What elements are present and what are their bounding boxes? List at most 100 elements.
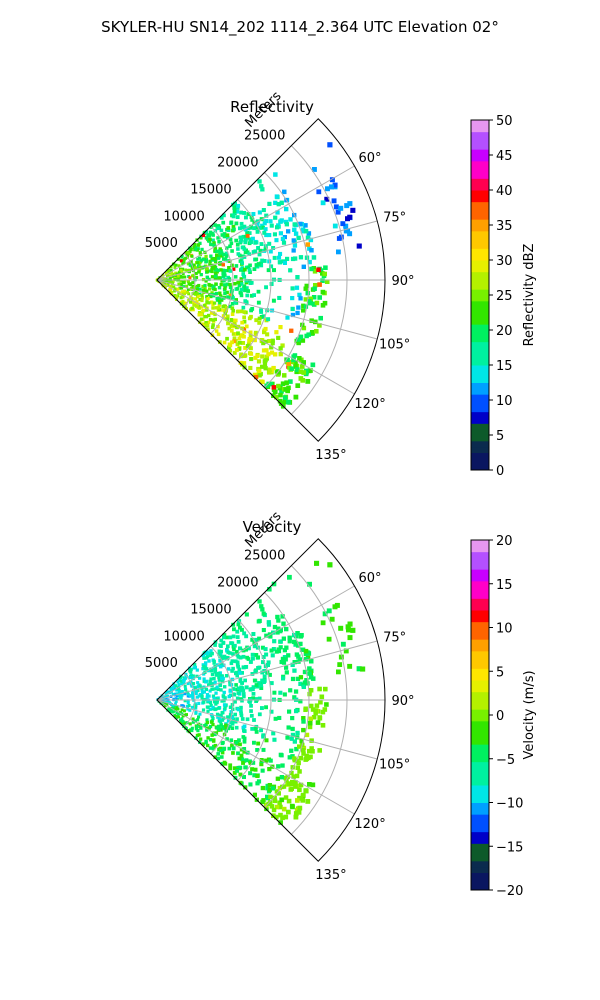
echo-gate — [174, 684, 178, 688]
colorbar-tick-label: 25 — [496, 289, 513, 304]
echo-gate — [256, 619, 261, 624]
echo-gate — [199, 726, 203, 730]
echo-gate — [305, 291, 310, 296]
echo-gate — [219, 748, 223, 753]
echo-gate — [360, 666, 366, 672]
echo-gate — [299, 633, 304, 638]
echo-gate — [188, 708, 192, 712]
echo-gate — [210, 256, 214, 261]
echo-gate — [241, 654, 246, 659]
echo-gate — [198, 676, 202, 680]
echo-gate — [242, 286, 246, 290]
echo-gate — [242, 334, 246, 339]
echo-gate — [216, 236, 220, 240]
echo-gate — [242, 775, 246, 779]
echo-gate — [211, 238, 215, 242]
echo-gate — [233, 643, 237, 648]
echo-gate — [257, 179, 262, 184]
echo-gate — [192, 303, 196, 307]
echo-gate — [218, 247, 222, 251]
echo-gate — [228, 763, 233, 768]
echo-gate — [244, 647, 248, 652]
echo-gate — [241, 688, 246, 693]
echo-gate — [168, 710, 172, 714]
echo-gate — [311, 266, 317, 271]
echo-gate — [295, 730, 300, 736]
colorbar-segment — [471, 411, 489, 418]
echo-gate — [238, 780, 243, 785]
colorbar-segment — [471, 872, 489, 879]
echo-gate — [295, 367, 300, 372]
echo-gate — [221, 263, 225, 267]
colorbar-segment — [471, 376, 489, 383]
echo-gate — [245, 250, 250, 255]
echo-gate — [273, 215, 278, 220]
echo-gate — [293, 811, 299, 816]
echo-gate — [200, 694, 204, 698]
echo-gate — [301, 264, 306, 269]
echo-gate — [190, 286, 193, 290]
echo-gate — [280, 614, 285, 619]
echo-gate — [187, 251, 191, 255]
echo-gate — [237, 756, 242, 761]
echo-gate — [232, 318, 236, 323]
echo-gate — [226, 715, 230, 719]
echo-gate — [311, 255, 317, 260]
echo-gate — [239, 282, 244, 286]
echo-gate — [266, 622, 272, 627]
colorbar-segment — [471, 341, 489, 348]
echo-gate — [270, 653, 275, 658]
echo-gate — [266, 620, 271, 625]
echo-gate — [313, 708, 318, 713]
echo-gate — [188, 669, 192, 673]
echo-gate — [261, 628, 266, 633]
echo-gate — [276, 791, 281, 796]
echo-gate — [193, 286, 197, 290]
echo-gate — [222, 690, 226, 695]
colorbar-segment — [471, 866, 489, 873]
echo-gate — [234, 348, 239, 352]
echo-gate — [237, 336, 242, 341]
echo-gate — [270, 341, 275, 346]
echo-gate — [300, 229, 306, 234]
echo-gate — [247, 231, 252, 235]
echo-gate — [208, 237, 212, 242]
echo-gate — [290, 726, 295, 732]
echo-gate — [217, 303, 221, 307]
echo-gate — [256, 655, 260, 660]
echo-gate — [219, 649, 223, 654]
echo-gate — [244, 215, 248, 220]
echo-gate — [303, 286, 308, 291]
echo-gate — [219, 662, 223, 667]
echo-gate — [211, 722, 215, 727]
echo-gate — [232, 350, 237, 355]
echo-gate — [210, 269, 214, 274]
echo-gate — [207, 313, 211, 318]
echo-gate — [267, 233, 272, 238]
echo-gate — [310, 749, 315, 754]
azimuth-tick-label: 105° — [379, 758, 410, 773]
echo-gate — [220, 741, 225, 746]
echo-gate — [203, 286, 207, 290]
echo-gate — [297, 805, 303, 811]
echo-gate — [204, 687, 208, 692]
colorbar-segment — [471, 230, 489, 238]
echo-gate — [316, 267, 321, 272]
echo-gate — [260, 799, 265, 805]
echo-gate — [232, 206, 237, 210]
echo-gate — [186, 704, 189, 708]
echo-gate — [233, 318, 238, 323]
echo-gate — [271, 246, 276, 250]
echo-gate — [166, 694, 169, 698]
echo-gate — [173, 714, 177, 718]
echo-gate — [232, 766, 237, 771]
echo-gate — [177, 276, 181, 280]
range-tick-label: 20000 — [217, 156, 258, 171]
echo-gate — [307, 666, 312, 671]
echo-gate — [242, 694, 246, 699]
echo-gate — [206, 709, 210, 713]
echo-gate — [181, 714, 185, 718]
echo-gate — [224, 251, 229, 256]
colorbar-segment — [471, 604, 489, 611]
